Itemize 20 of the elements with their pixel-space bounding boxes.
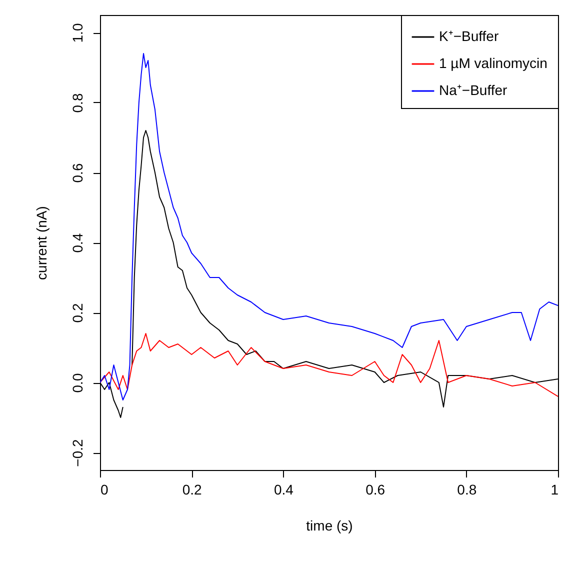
x-tick-label: 0	[100, 482, 108, 498]
y-tick-label: 0.0	[70, 373, 86, 393]
line-series	[100, 333, 558, 397]
y-tick-label: 0.6	[70, 163, 86, 183]
y-tick-label: 1.0	[70, 23, 86, 43]
x-tick-label: 0.8	[457, 482, 477, 498]
legend-label: K⁺−Buffer	[439, 28, 499, 44]
y-tick-label: −0.2	[70, 438, 86, 467]
legend-label: Na⁺−Buffer	[439, 82, 508, 98]
x-axis-title: time (s)	[306, 518, 353, 534]
x-tick-label: 0.4	[274, 482, 294, 498]
x-tick-label: 0.2	[182, 482, 202, 498]
y-tick-label: 0.4	[70, 233, 86, 253]
line-series	[100, 53, 558, 400]
legend-label: 1 µM valinomycin	[439, 55, 548, 71]
y-tick-label: 0.2	[70, 303, 86, 323]
x-tick-label: 0.6	[366, 482, 386, 498]
y-tick-label: 0.8	[70, 93, 86, 113]
y-axis-title: current (nA)	[34, 206, 50, 280]
x-tick-label: 1	[550, 482, 559, 498]
